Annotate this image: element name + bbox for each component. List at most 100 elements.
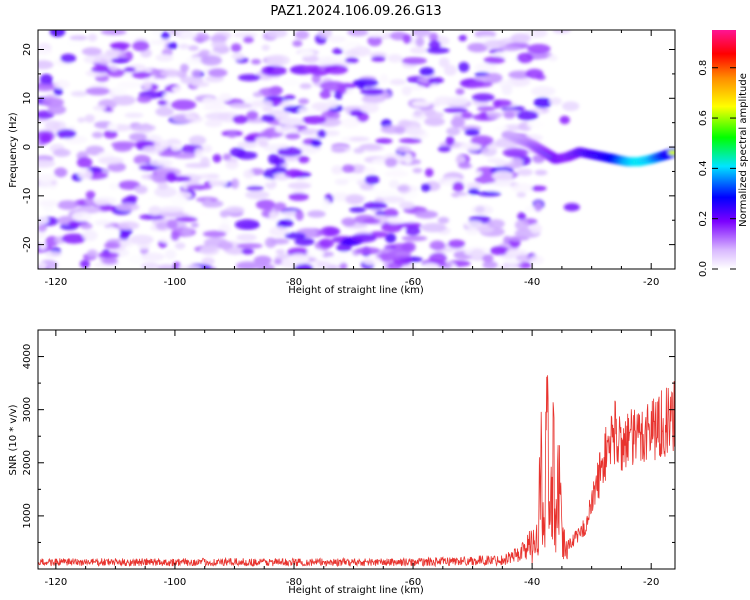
spectrogram-noise-blob bbox=[287, 182, 312, 190]
spectrogram-noise-blob bbox=[225, 160, 239, 170]
spectrogram-noise-blob bbox=[235, 151, 258, 160]
spectrogram-noise-blob bbox=[349, 136, 370, 142]
spectrogram-noise-blob bbox=[129, 132, 147, 142]
spectrogram-noise-blob bbox=[469, 170, 483, 176]
spectrogram-noise-blob bbox=[280, 218, 294, 228]
spectrogram-noise-blob bbox=[113, 85, 127, 97]
spectrogram-noise-blob bbox=[233, 31, 258, 39]
spectrogram-noise-blob bbox=[273, 258, 283, 265]
spectrogram-noise-blob bbox=[487, 219, 505, 229]
spectrogram-noise-blob bbox=[231, 52, 245, 61]
spectrogram-noise-blob bbox=[209, 179, 228, 187]
spectrogram-noise-blob bbox=[345, 194, 364, 205]
spectrogram-noise-blob bbox=[150, 39, 166, 46]
spectrogram-noise-blob bbox=[375, 138, 393, 144]
spectrogram-noise-blob bbox=[499, 45, 522, 52]
spectrogram-noise-blob bbox=[347, 30, 369, 37]
spectrogram-noise-blob bbox=[364, 174, 380, 185]
spectrogram-noise-blob bbox=[411, 111, 426, 120]
spectrogram-noise-blob bbox=[458, 34, 467, 42]
spectrogram-noise-blob bbox=[344, 49, 360, 57]
spectrogram-noise-blob bbox=[385, 233, 397, 244]
spectrogram-noise-blob bbox=[200, 55, 222, 66]
spectrogram-noise-blob bbox=[437, 216, 450, 224]
spectrogram-noise-blob bbox=[180, 63, 189, 73]
spectrogram-noise-blob bbox=[401, 241, 416, 253]
spectrogram-noise-blob bbox=[384, 170, 409, 178]
spectrogram-noise-blob bbox=[510, 33, 531, 44]
spectrogram-noise-blob bbox=[514, 219, 530, 231]
spectrogram-noise-blob bbox=[483, 39, 507, 49]
spectrogram-noise-blob bbox=[151, 172, 170, 184]
spectrogram-noise-blob bbox=[316, 261, 331, 268]
spectrogram-noise-blob bbox=[474, 62, 497, 72]
spectrogram-noise-blob bbox=[52, 148, 71, 157]
spectrogram-noise-blob bbox=[265, 54, 291, 66]
spectrogram-noise-blob bbox=[243, 36, 254, 44]
spectrogram-noise-blob bbox=[468, 188, 480, 196]
spectrogram-noise-blob bbox=[424, 111, 444, 119]
spectrogram-noise-blob bbox=[42, 97, 64, 108]
spectrogram-noise-blob bbox=[464, 128, 480, 136]
spectrogram-noise-blob bbox=[44, 120, 61, 131]
spectrogram-noise-blob bbox=[365, 30, 386, 38]
spectrogram-noise-blob bbox=[170, 231, 180, 241]
spectrogram-noise-blob bbox=[246, 110, 259, 120]
spectrogram-noise-blob bbox=[236, 233, 257, 242]
spectrogram-noise-blob bbox=[401, 235, 428, 242]
spectrogram-noise-blob bbox=[383, 208, 399, 219]
spectrogram-noise-blob bbox=[93, 105, 108, 111]
spectrogram-noise-blob bbox=[109, 182, 119, 190]
spectrogram-noise-blob bbox=[331, 165, 343, 175]
spectrogram-noise-blob bbox=[219, 210, 230, 218]
spectrogram-noise-blob bbox=[269, 226, 289, 237]
spectrogram-noise-blob bbox=[470, 248, 485, 259]
spectrogram-noise-blob bbox=[253, 255, 272, 266]
spectrogram-noise-blob bbox=[39, 73, 53, 85]
spectrogram-noise-blob bbox=[102, 226, 121, 236]
spectrogram-noise-blob bbox=[225, 206, 245, 215]
spectrogram-noise-blob bbox=[384, 157, 398, 168]
spectrogram-noise-blob bbox=[207, 173, 220, 180]
spectrogram-noise-blob bbox=[477, 191, 501, 197]
spectrogram-noise-blob bbox=[464, 220, 483, 227]
spectrogram-noise-blob bbox=[157, 182, 169, 190]
spectrogram-noise-blob bbox=[170, 143, 182, 152]
spectrogram-noise-blob bbox=[163, 92, 175, 100]
spectrogram-noise-blob bbox=[350, 233, 377, 243]
colorbar-tick-label: 0.4 bbox=[698, 160, 709, 176]
spectrogram-noise-blob bbox=[91, 131, 104, 139]
spectrogram-noise-blob bbox=[207, 68, 228, 78]
spectrogram-noise-blob bbox=[332, 48, 343, 55]
spectrogram-noise-blob bbox=[414, 210, 438, 219]
spectrogram-noise-blob bbox=[402, 34, 412, 44]
y-tick-label: -10 bbox=[22, 188, 33, 204]
spectrogram-noise-blob bbox=[487, 144, 498, 150]
spectrogram-noise-blob bbox=[159, 206, 185, 213]
spectrogram-noise-blob bbox=[486, 111, 503, 119]
spectrogram-noise-blob bbox=[256, 263, 275, 269]
spectrogram-noise-blob bbox=[264, 237, 277, 248]
spectrogram-noise-blob bbox=[217, 241, 234, 250]
spectrogram-noise-blob bbox=[139, 214, 165, 220]
spectrogram-noise-blob bbox=[306, 248, 325, 259]
spectrogram-noise-blob bbox=[362, 167, 377, 174]
colorbar-label: Normalized spectral amplitude bbox=[738, 73, 749, 227]
colorbar-tick-label: 0.8 bbox=[698, 60, 709, 76]
spectrogram-noise-blob bbox=[419, 67, 435, 76]
spectrogram-noise-blob bbox=[163, 211, 185, 217]
spectrogram-noise-blob bbox=[79, 259, 90, 269]
spectrogram-noise-blob bbox=[411, 100, 431, 107]
spectrogram-noise-blob bbox=[429, 83, 440, 93]
spectrogram-noise-blob bbox=[232, 115, 249, 124]
spectrogram-noise-blob bbox=[271, 166, 287, 174]
spectrogram-noise-blob bbox=[203, 198, 212, 208]
spectrogram-noise-blob bbox=[219, 93, 232, 102]
y-tick-label: 4000 bbox=[22, 344, 33, 369]
spectrogram-noise-blob bbox=[243, 169, 254, 179]
spectrogram-noise-blob bbox=[445, 136, 455, 146]
spectrogram-noise-blob bbox=[160, 70, 185, 77]
x-tick-label: -20 bbox=[643, 277, 659, 288]
spectrogram-noise-blob bbox=[531, 86, 556, 97]
